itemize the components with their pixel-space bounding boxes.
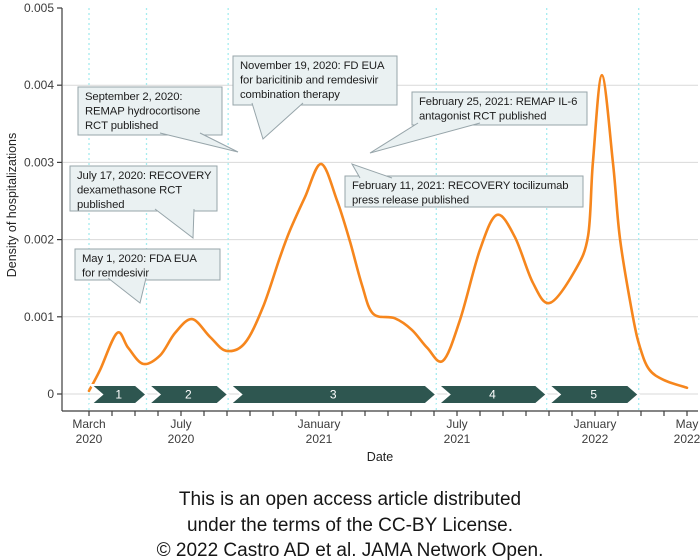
annotation-callout-tail (154, 208, 195, 239)
annotation-text: May 1, 2020: FDA EUA for remdesivir (82, 253, 197, 280)
wave-arrow-label-1: 1 (115, 388, 122, 402)
x-axis-title: Date (367, 450, 393, 464)
annotation-text: February 11, 2021: RECOVERY tocilizumab p… (352, 180, 569, 207)
annotation-callout-box (344, 175, 584, 208)
wave-arrow-1 (88, 384, 149, 405)
wave-arrow-label-2: 2 (185, 388, 192, 402)
density-curve-path (87, 73, 689, 393)
footer-line-2: under the terms of the CC-BY License. (187, 514, 513, 536)
footer-line-1: This is an open access article distribut… (178, 489, 522, 510)
annotation-callout-tail (251, 102, 304, 140)
y-axis-tick-label: 0 (47, 387, 54, 401)
annotation-july-2020-recovery-dexamethasone: July 17, 2020: RECOVERY dexamethasone RCT… (69, 165, 218, 239)
wave-arrow-label-3: 3 (330, 388, 337, 402)
annotation-callout-box (411, 91, 588, 126)
x-axis-tick-label: May (676, 417, 699, 431)
y-axis-tick-label: 0.002 (24, 233, 54, 247)
axes: 00.0010.0020.0030.0040.005March2020July2… (24, 1, 700, 446)
license-footer: This is an open access article distribut… (0, 487, 700, 560)
annotation-callout-tail (107, 277, 147, 304)
annotation-nov-2020-fd-eua-baricitinib-remdesivir: November 19, 2020: FD EUA for baricitinib… (232, 55, 398, 140)
annotation-text: July 17, 2020: RECOVERY dexamethasone RCT… (77, 170, 212, 211)
annotation-callout-box (69, 165, 218, 212)
wave-arrow-4 (435, 384, 549, 405)
x-axis-tick-label: January (298, 417, 341, 431)
annotation-callout-tail (369, 122, 481, 154)
hospitalization-density-chart: 00.0010.0020.0030.0040.005March2020July2… (5, 1, 700, 464)
annotation-callout-box (77, 86, 223, 136)
wave-arrow-label-5: 5 (590, 388, 597, 402)
footer-line-3: © 2022 Castro AD et al. JAMA Network Ope… (156, 540, 544, 560)
annotation-text: February 25, 2021: REMAP IL-6 antagonist … (419, 96, 577, 123)
y-axis-tick-label: 0.003 (24, 155, 54, 169)
y-axis-tick-label: 0.004 (24, 78, 54, 92)
wave-arrow-3 (227, 384, 438, 405)
wave-arrow-label-4: 4 (489, 388, 496, 402)
annotation-callout-tail (159, 132, 239, 153)
annotation-sept-2020-remap-hydrocortisone: September 2, 2020: REMAP hydrocortisone RC… (77, 86, 239, 153)
wave-arrows: 1 2 3 4 5 (88, 384, 641, 405)
x-axis-tick-label: July (446, 417, 467, 431)
x-axis-tick-label: 2020 (168, 432, 195, 446)
annotation-callout-tail (350, 163, 393, 179)
wave-arrow-5 (546, 384, 641, 405)
annotation-may-2020-fda-eua-remdesivir: May 1, 2020: FDA EUA for remdesivir (74, 248, 221, 304)
wave-arrow-2 (145, 384, 230, 405)
y-axis-tick-label: 0.001 (24, 310, 54, 324)
annotation-callout-box (74, 248, 221, 281)
x-axis-tick-label: 2020 (76, 432, 103, 446)
x-axis-tick-label: 2022 (674, 432, 700, 446)
density-curve (87, 73, 689, 393)
y-axis-title: Density of hospitalizations (5, 133, 19, 278)
annotation-feb-11-2021-recovery-tocilizumab: February 11, 2021: RECOVERY tocilizumab p… (344, 163, 584, 208)
x-axis-tick-label: 2021 (306, 432, 333, 446)
x-axis-tick-label: 2021 (444, 432, 471, 446)
axis-lines (61, 8, 698, 412)
x-axis-tick-label: July (170, 417, 191, 431)
annotation-callouts: May 1, 2020: FDA EUA for remdesivir July 1… (69, 55, 588, 304)
y-axis-tick-label: 0.005 (24, 1, 54, 15)
annotation-feb-25-2021-remap-il6: February 25, 2021: REMAP IL-6 antagonist … (369, 91, 588, 154)
annotation-callout-box (232, 55, 398, 106)
x-axis-tick-label: 2022 (582, 432, 609, 446)
annotation-text: September 2, 2020: REMAP hydrocortisone RC… (85, 91, 200, 132)
x-axis-tick-label: January (574, 417, 617, 431)
annotation-text: November 19, 2020: FD EUA for baricitinib… (240, 60, 385, 101)
x-axis-tick-label: March (72, 417, 105, 431)
